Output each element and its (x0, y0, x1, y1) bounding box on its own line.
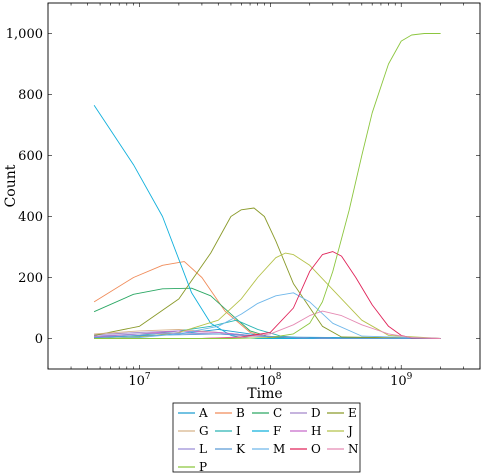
y-tick-label: 600 (18, 149, 43, 164)
x-tick-label: 109 (390, 372, 413, 389)
x-tick-label: 107 (128, 372, 151, 389)
legend-label-h: H (311, 424, 321, 438)
legend-label-l: L (199, 442, 207, 456)
y-axis-ticks: 0 200 400 600 800 1,000 (6, 27, 480, 347)
legend-frame (172, 402, 361, 473)
legend-label-g: G (199, 424, 209, 438)
y-tick-label: 800 (18, 88, 43, 103)
legend-label-i: I (236, 424, 241, 438)
legend-label-j: J (346, 424, 353, 438)
legend-label-a: A (198, 406, 208, 420)
y-tick-label: 200 (18, 271, 43, 286)
series-line-o (94, 251, 441, 339)
y-axis-title: Count (3, 164, 19, 207)
legend-label-d: D (311, 406, 321, 420)
y-tick-label: 0 (35, 332, 43, 347)
y-tick-label: 1,000 (6, 27, 43, 42)
legend-label-n: N (348, 442, 359, 456)
legend-label-e: E (348, 406, 357, 420)
series-line-c (93, 287, 441, 339)
series-line-b (93, 261, 441, 339)
legend-label-p: P (199, 460, 207, 474)
x-axis-ticks: 107 108 109 (47, 3, 481, 389)
series-line-k (94, 333, 441, 339)
x-tick-label: 108 (259, 372, 282, 389)
series-line-m (94, 292, 441, 339)
legend: A B C D E G I F H J L K M O N P (172, 402, 361, 474)
series-layer (93, 33, 441, 339)
y-tick-label: 400 (18, 210, 43, 225)
legend-label-b: B (236, 406, 245, 420)
series-line-j (94, 252, 441, 339)
series-line-e (94, 207, 441, 339)
x-axis-title: Time (247, 386, 282, 402)
legend-label-c: C (273, 406, 282, 420)
legend-label-f: F (273, 424, 281, 438)
legend-label-o: O (311, 442, 321, 456)
legend-label-m: M (273, 442, 285, 456)
series-line-p (94, 33, 441, 339)
legend-label-k: K (236, 442, 246, 456)
plot-frame (47, 2, 481, 370)
